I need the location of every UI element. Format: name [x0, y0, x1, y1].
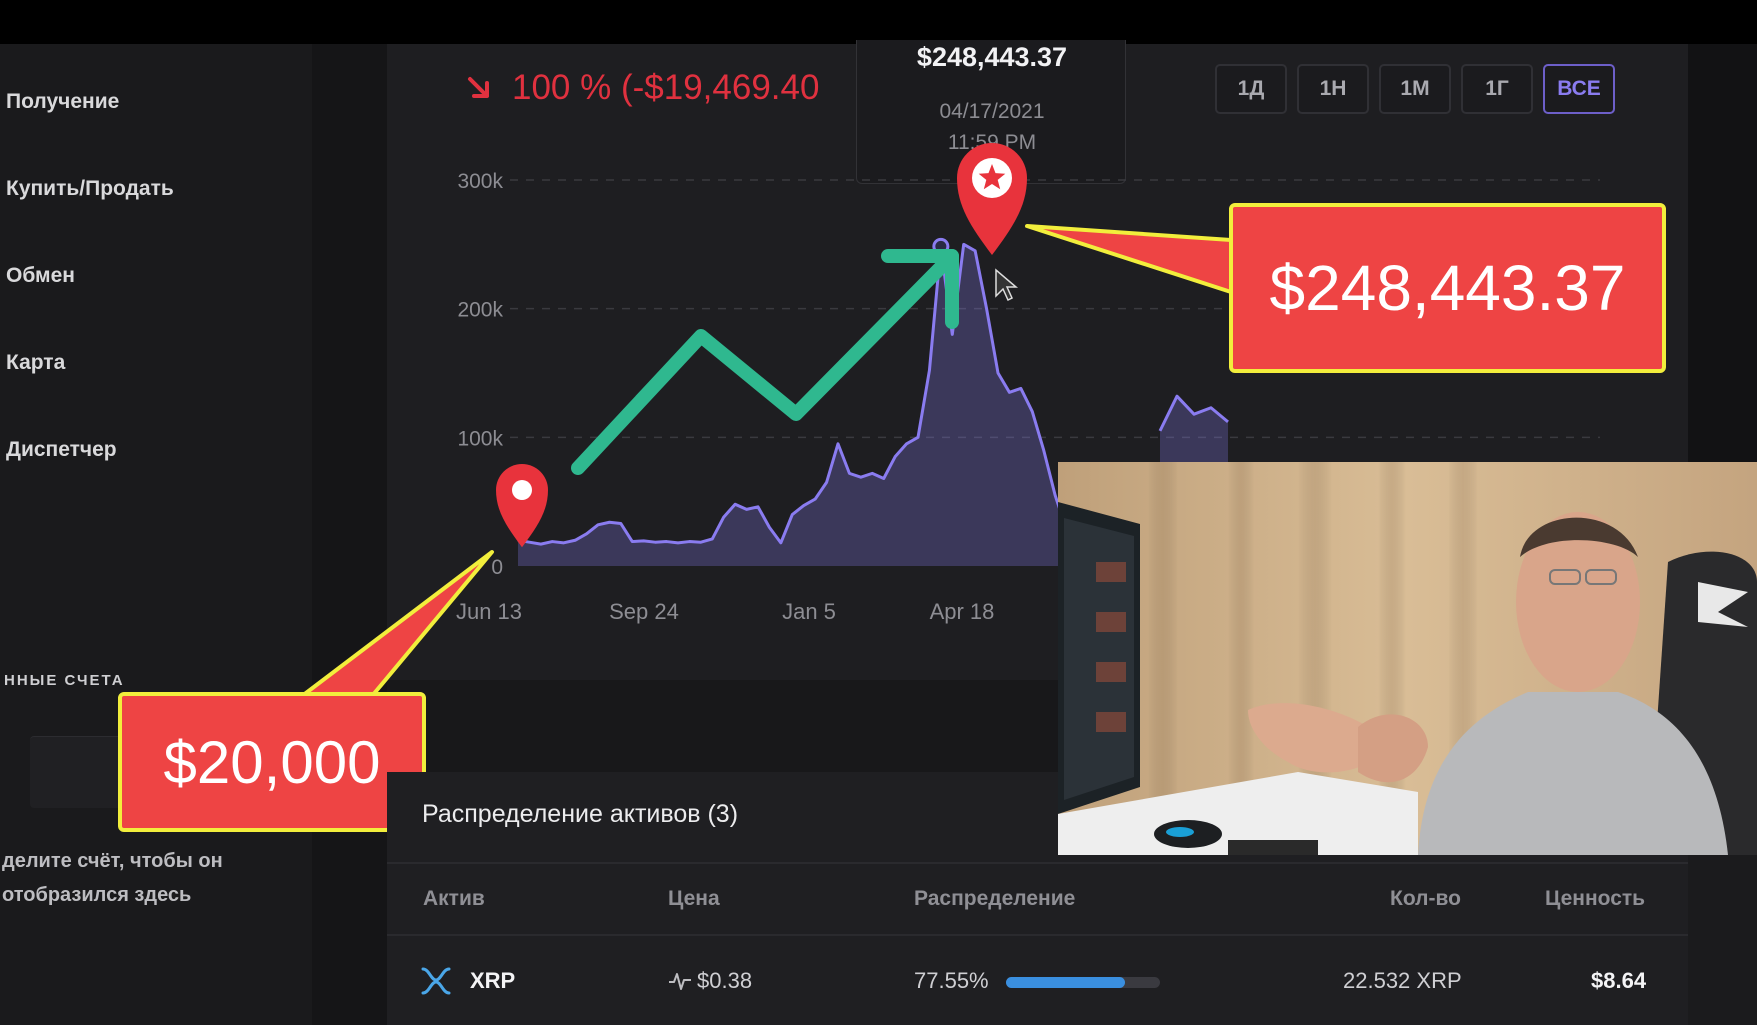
start-callout-tail	[300, 550, 494, 698]
range-button-1y[interactable]: 1Г	[1461, 64, 1533, 114]
column-header-quantity[interactable]: Кол-во	[1390, 887, 1461, 910]
chart-y-tick-label: 200k	[457, 299, 503, 322]
range-button-1d[interactable]: 1Д	[1215, 64, 1287, 114]
asset-name: XRP	[470, 968, 516, 993]
asset-value: $8.64	[1591, 968, 1647, 993]
chart-series-line	[517, 242, 1079, 546]
chart-y-tick-label: 0	[491, 556, 503, 579]
top-letterbox	[0, 0, 1757, 44]
chart-x-tick-label: Jan 5	[782, 599, 836, 624]
chart-x-tick-label: Apr 18	[930, 599, 995, 624]
asset-quantity: 22.532 XRP	[1343, 968, 1462, 993]
star-icon	[978, 164, 1006, 190]
sidebar-item-buy-sell[interactable]: Купить/Продать	[6, 177, 174, 200]
chart-y-tick-label: 100k	[457, 427, 503, 450]
start-pin-dot	[512, 480, 532, 500]
range-button-all[interactable]: ВСЕ	[1543, 64, 1615, 114]
trend-arrow-head	[881, 249, 959, 329]
asset-allocation-title: Распределение активов (3)	[422, 800, 739, 828]
chart-x-tick-label: Sep 24	[609, 599, 679, 624]
chart-y-tick-label: 300k	[457, 170, 503, 193]
presenter-video-frame	[1058, 462, 1757, 855]
chart-series-line	[1158, 394, 1229, 432]
webcam-overlay	[1058, 462, 1757, 855]
sidebar-section-title: нные счета	[4, 672, 125, 689]
header-divider	[387, 862, 1688, 864]
start-map-pin-icon	[496, 464, 548, 548]
right-edge-panel	[1688, 44, 1757, 464]
column-header-price[interactable]: Цена	[668, 887, 720, 910]
allocation-bar	[1006, 977, 1160, 988]
trend-down-icon	[468, 77, 489, 98]
sidebar-hint-line2: отобразился здесь	[2, 884, 192, 906]
allocation-bar-fill	[1006, 977, 1126, 988]
portfolio-change: 100 % (-$19,469.40	[512, 68, 820, 107]
peak-value-callout: $248,443.37	[1229, 203, 1666, 373]
sidebar-item-exchange[interactable]: Обмен	[6, 264, 75, 287]
sidebar-item-card[interactable]: Карта	[6, 351, 66, 374]
start-value-callout: $20,000	[118, 692, 426, 832]
row-divider	[387, 934, 1688, 936]
chart-area-fill	[518, 244, 1078, 567]
chart-x-tick-label: Jun 13	[456, 599, 522, 624]
column-header-value[interactable]: Ценность	[1545, 887, 1646, 910]
asset-allocation-percent: 77.55%	[914, 968, 989, 993]
range-button-1m[interactable]: 1М	[1379, 64, 1451, 114]
peak-callout-tail	[1025, 224, 1233, 294]
price-activity-icon	[669, 973, 691, 990]
sidebar	[0, 44, 312, 1025]
tooltip-time: 11:59 PM	[947, 131, 1037, 154]
xrp-logo-icon	[421, 967, 451, 995]
sidebar-item-manager[interactable]: Диспетчер	[6, 438, 117, 461]
range-button-1w[interactable]: 1Н	[1297, 64, 1369, 114]
mouse-cursor-icon	[995, 268, 1019, 302]
sidebar-item-receive[interactable]: Получение	[6, 90, 120, 113]
asset-price: $0.38	[697, 968, 753, 993]
tooltip-value: $248,443.37	[916, 42, 1068, 72]
column-header-asset[interactable]: Актив	[423, 887, 485, 910]
sidebar-hint-line1: делите счёт, чтобы он	[2, 850, 223, 872]
tooltip-date: 04/17/2021	[939, 100, 1045, 123]
column-header-allocation[interactable]: Распределение	[914, 887, 1076, 910]
layout-gutter	[312, 44, 387, 1025]
trend-arrow-annotation	[571, 249, 959, 475]
